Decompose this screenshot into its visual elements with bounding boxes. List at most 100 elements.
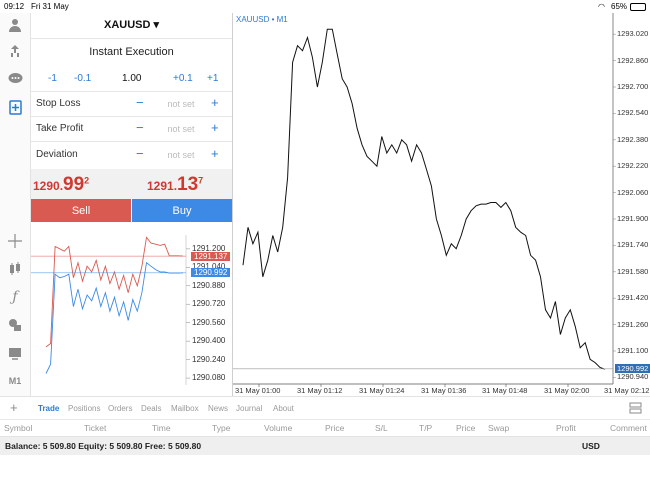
add-icon[interactable]: + [10, 400, 18, 415]
col-tp: T/P [419, 423, 433, 433]
y-axis-label: 1291.260 [617, 319, 649, 329]
y-axis-label: 1291.900 [617, 214, 649, 223]
buy-price: 1291.137 [147, 174, 204, 195]
y-axis-label: 1291.100 [617, 346, 649, 355]
layout-icon[interactable] [629, 401, 642, 419]
volume-minus-01-button[interactable]: -0.1 [74, 73, 92, 84]
x-axis-label: 31 May 02:12 [604, 386, 650, 395]
status-time: 09:12 [4, 2, 25, 11]
volume-value[interactable]: 1.00 [122, 73, 142, 84]
chat-icon[interactable] [6, 71, 24, 87]
tick-axis-label: 1291.200 [192, 243, 226, 253]
battery-level: 65% [611, 2, 628, 11]
stop-loss-minus-button[interactable]: − [136, 95, 144, 110]
y-axis-label: 1291.740 [617, 240, 649, 250]
deviation-label: Deviation [36, 149, 78, 160]
col-volume: Volume [264, 423, 293, 433]
tick-axis-label: 1290.720 [192, 299, 226, 309]
y-axis-label: 1292.540 [617, 108, 649, 118]
y-axis-label: 1292.060 [617, 187, 649, 197]
main-chart[interactable]: XAUUSD • M1 1293.020 1292.860 1292.700 1292… [232, 13, 650, 396]
symbol-selector[interactable]: XAUUSD ▾ [103, 19, 160, 31]
col-symbol: Symbol [4, 423, 33, 433]
x-axis-label: 31 May 01:24 [359, 386, 405, 395]
main-chart-plot [233, 13, 616, 387]
take-profit-field[interactable]: not set [167, 124, 195, 134]
balance-bar: Balance: 5 509.80 Equity: 5 509.80 Free:… [0, 436, 650, 455]
templates-icon[interactable] [6, 345, 24, 361]
tab-trade[interactable]: Trade [38, 404, 60, 413]
y-axis-label: 1292.860 [617, 55, 649, 65]
col-sl: S/L [375, 423, 388, 433]
price-panel: 1290.992 1291.137 [31, 169, 232, 199]
objects-icon[interactable] [6, 317, 24, 333]
take-profit-plus-button[interactable]: + [211, 120, 219, 135]
stop-loss-plus-button[interactable]: + [211, 95, 219, 110]
battery-icon [630, 3, 646, 11]
main-bid-flag: 1290.992 [615, 364, 650, 374]
col-type: Type [212, 423, 231, 433]
tab-mailbox[interactable]: Mailbox [171, 404, 199, 413]
col-comment: Comment [610, 423, 647, 433]
chart-type-icon[interactable] [6, 261, 24, 277]
col-profit: Profit [556, 423, 576, 433]
tick-axis-label: 1290.400 [192, 336, 226, 346]
price-line [242, 28, 606, 370]
volume-plus-1-button[interactable]: +1 [207, 73, 219, 84]
tab-journal[interactable]: Journal [236, 404, 263, 413]
tick-axis-label: 1290.560 [192, 317, 226, 327]
x-axis-label: 31 May 01:12 [297, 386, 343, 395]
y-axis-label: 1292.700 [617, 82, 649, 91]
tab-news[interactable]: News [208, 404, 229, 413]
account-currency: USD [582, 441, 600, 451]
buy-button[interactable]: Buy [132, 199, 232, 222]
deviation-plus-button[interactable]: + [211, 146, 219, 161]
y-axis-label: 1291.580 [617, 266, 649, 276]
tick-bid-flag: 1290.992 [191, 268, 231, 278]
trade-arrows-icon[interactable] [6, 43, 24, 59]
y-axis-label: 1292.220 [617, 161, 649, 171]
tab-orders[interactable]: Orders [108, 404, 133, 413]
left-toolbar: ƒ M1 [0, 13, 31, 396]
y-axis-label: 1290.940 [617, 372, 649, 382]
volume-plus-01-button[interactable]: +0.1 [173, 73, 193, 84]
tab-about[interactable]: About [273, 404, 294, 413]
x-axis-label: 31 May 01:00 [235, 386, 281, 395]
deviation-minus-button[interactable]: − [136, 146, 144, 161]
take-profit-label: Take Profit [36, 123, 84, 134]
indicators-icon[interactable]: ƒ [12, 289, 18, 305]
sell-price: 1290.992 [33, 174, 90, 195]
balance-summary: Balance: 5 509.80 Equity: 5 509.80 Free:… [5, 441, 202, 451]
timeframe-m1[interactable]: M1 [8, 376, 22, 386]
tick-axis-label: 1290.080 [192, 373, 226, 383]
stop-loss-field[interactable]: not set [167, 99, 195, 109]
execution-mode[interactable]: Instant Execution [89, 46, 174, 58]
tick-chart: 1291.200 1291.040 1290.880 1290.720 1290.560… [31, 225, 232, 395]
col-current-price: Price [456, 423, 476, 433]
tab-positions[interactable]: Positions [68, 404, 101, 413]
x-axis-label: 31 May 01:36 [421, 386, 467, 395]
new-order-icon[interactable] [6, 99, 24, 115]
chart-title: XAUUSD • M1 [236, 15, 288, 24]
col-swap: Swap [488, 423, 510, 433]
y-axis-label: 1291.420 [617, 293, 649, 303]
x-axis-label: 31 May 01:48 [482, 386, 528, 395]
tick-ask-flag: 1291.137 [191, 251, 231, 261]
tab-deals[interactable]: Deals [141, 404, 162, 413]
take-profit-minus-button[interactable]: − [136, 120, 144, 135]
wifi-icon: ◠ [598, 2, 605, 11]
tick-axis-label: 1290.240 [192, 354, 226, 364]
status-bar: 09:12 Fri 31 May ◠ 65% [0, 0, 650, 13]
y-axis-label: 1293.020 [617, 29, 649, 39]
sell-button[interactable]: Sell [31, 199, 131, 222]
col-price: Price [325, 423, 345, 433]
x-axis-label: 31 May 02:00 [544, 386, 590, 395]
trade-panel: XAUUSD ▾ Instant Execution -1 -0.1 1.00 … [31, 13, 232, 223]
crosshair-icon[interactable] [6, 233, 24, 249]
account-icon[interactable] [6, 17, 24, 33]
volume-minus-1-button[interactable]: -1 [48, 73, 57, 84]
col-time: Time [152, 423, 171, 433]
tick-axis-label: 1290.880 [192, 280, 226, 290]
deviation-field[interactable]: not set [167, 150, 195, 160]
y-axis-label: 1292.380 [617, 134, 649, 144]
